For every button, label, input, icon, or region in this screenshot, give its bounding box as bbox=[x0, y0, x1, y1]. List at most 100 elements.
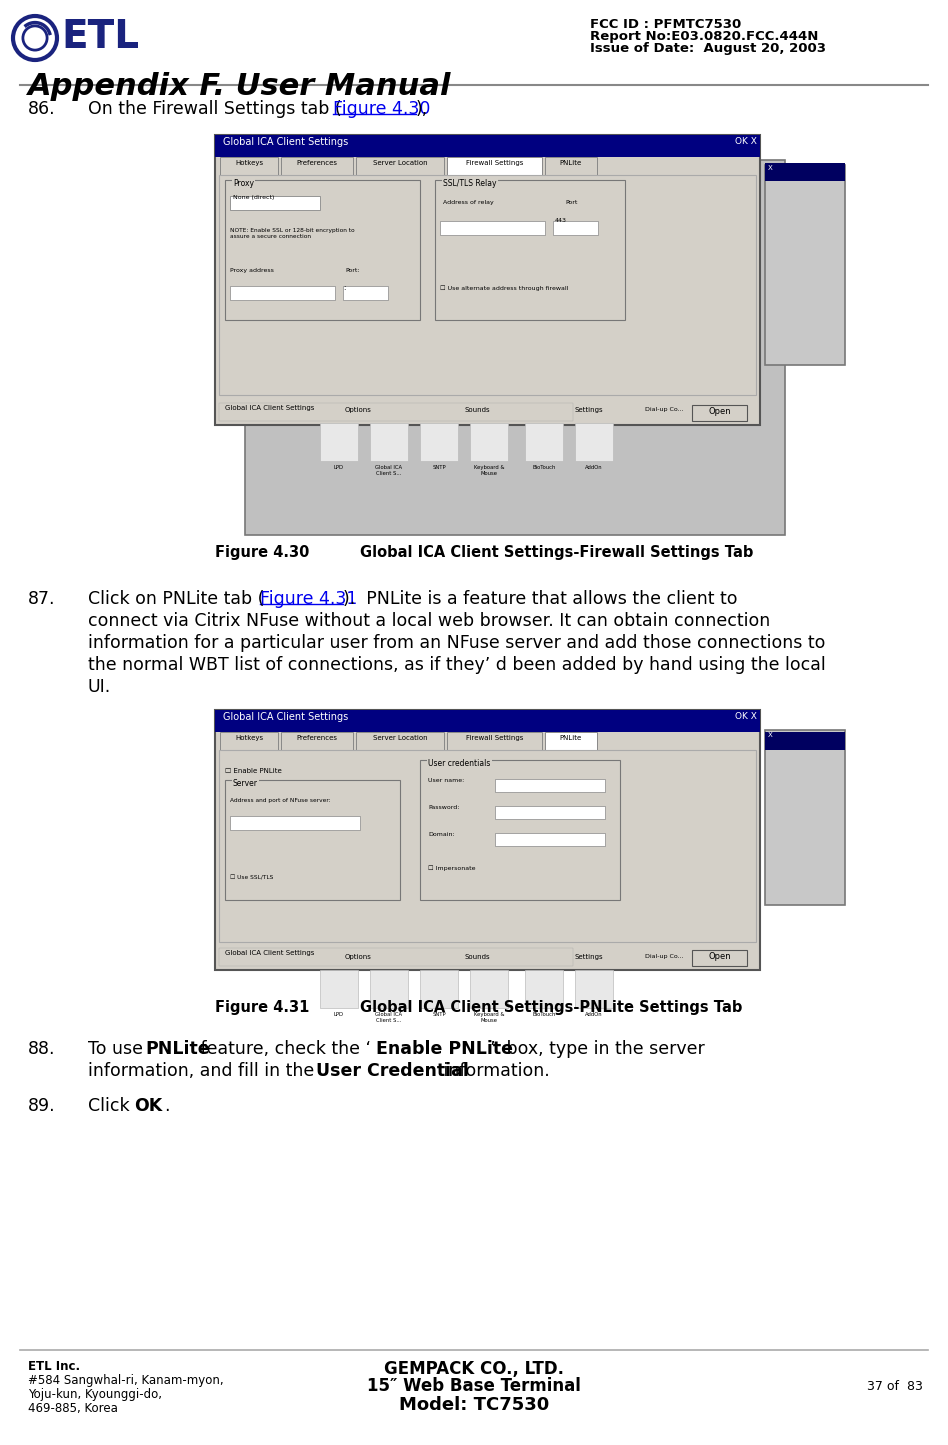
FancyBboxPatch shape bbox=[765, 733, 845, 750]
Text: ☐ Use SSL/TLS: ☐ Use SSL/TLS bbox=[230, 876, 273, 880]
Text: Figure 4.30: Figure 4.30 bbox=[333, 100, 430, 118]
Text: LPD: LPD bbox=[334, 1011, 344, 1017]
FancyBboxPatch shape bbox=[230, 197, 320, 210]
Text: Global ICA
Client S...: Global ICA Client S... bbox=[375, 465, 403, 475]
Text: SSL/TLS Relay: SSL/TLS Relay bbox=[443, 179, 497, 188]
Text: Model: TC7530: Model: TC7530 bbox=[399, 1396, 549, 1415]
Text: Global ICA Client Settings-PNLite Settings Tab: Global ICA Client Settings-PNLite Settin… bbox=[360, 1000, 742, 1014]
Text: ETL: ETL bbox=[61, 17, 139, 56]
FancyBboxPatch shape bbox=[495, 779, 605, 792]
Text: Click: Click bbox=[88, 1097, 136, 1116]
Text: On the Firewall Settings tab (: On the Firewall Settings tab ( bbox=[88, 100, 341, 118]
Text: ☐ Impersonate: ☐ Impersonate bbox=[428, 866, 476, 870]
FancyBboxPatch shape bbox=[370, 970, 408, 1009]
FancyBboxPatch shape bbox=[495, 832, 605, 845]
FancyBboxPatch shape bbox=[215, 709, 760, 970]
Text: LPD: LPD bbox=[334, 465, 344, 470]
Text: Options: Options bbox=[345, 407, 372, 413]
Text: UI.: UI. bbox=[88, 678, 111, 696]
Text: Settings: Settings bbox=[575, 954, 604, 959]
Text: AddOn: AddOn bbox=[585, 1011, 603, 1017]
Text: None (direct): None (direct) bbox=[233, 195, 274, 199]
FancyBboxPatch shape bbox=[215, 134, 760, 158]
Text: information, and fill in the: information, and fill in the bbox=[88, 1062, 319, 1079]
Text: Report No:E03.0820.FCC.444N: Report No:E03.0820.FCC.444N bbox=[590, 30, 818, 43]
Text: Domain:: Domain: bbox=[428, 832, 455, 837]
Text: Hotkeys: Hotkeys bbox=[235, 736, 263, 741]
FancyBboxPatch shape bbox=[245, 160, 785, 535]
Text: NOTE: Enable SSL or 128-bit encryption to
assure a secure connection: NOTE: Enable SSL or 128-bit encryption t… bbox=[230, 228, 355, 238]
FancyBboxPatch shape bbox=[320, 970, 358, 1009]
Text: Sounds: Sounds bbox=[465, 407, 491, 413]
FancyBboxPatch shape bbox=[765, 730, 845, 905]
FancyBboxPatch shape bbox=[370, 423, 408, 461]
Text: Click on PNLite tab (: Click on PNLite tab ( bbox=[88, 590, 264, 608]
Text: Proxy address: Proxy address bbox=[230, 267, 274, 273]
Text: SNTP: SNTP bbox=[432, 465, 446, 470]
Text: Figure 4.31: Figure 4.31 bbox=[215, 1000, 309, 1014]
FancyBboxPatch shape bbox=[495, 806, 605, 819]
FancyBboxPatch shape bbox=[575, 970, 613, 1009]
Text: 469-885, Korea: 469-885, Korea bbox=[28, 1402, 118, 1415]
Text: Port:: Port: bbox=[345, 267, 359, 273]
Text: :: : bbox=[343, 285, 345, 290]
Text: Keyboard &
Mouse: Keyboard & Mouse bbox=[474, 1011, 504, 1023]
Text: 86.: 86. bbox=[28, 100, 56, 118]
Text: BioTouch: BioTouch bbox=[533, 465, 556, 470]
Text: OK X: OK X bbox=[735, 712, 757, 721]
Text: ’  box, type in the server: ’ box, type in the server bbox=[490, 1040, 704, 1058]
Text: Address of relay: Address of relay bbox=[443, 199, 494, 205]
Text: OK X: OK X bbox=[735, 137, 757, 146]
FancyBboxPatch shape bbox=[765, 163, 845, 181]
Text: ),: ), bbox=[416, 100, 428, 118]
FancyBboxPatch shape bbox=[356, 733, 444, 750]
FancyBboxPatch shape bbox=[525, 970, 563, 1009]
FancyBboxPatch shape bbox=[575, 423, 613, 461]
FancyBboxPatch shape bbox=[219, 750, 756, 942]
Text: 87.: 87. bbox=[28, 590, 56, 608]
Text: To use: To use bbox=[88, 1040, 149, 1058]
Text: X: X bbox=[768, 733, 773, 738]
Text: Server: Server bbox=[233, 779, 258, 788]
FancyBboxPatch shape bbox=[220, 158, 278, 175]
Text: Keyboard &
Mouse: Keyboard & Mouse bbox=[474, 465, 504, 475]
FancyBboxPatch shape bbox=[320, 423, 358, 461]
Text: .: . bbox=[164, 1097, 170, 1116]
FancyBboxPatch shape bbox=[525, 423, 563, 461]
Text: Firewall Settings: Firewall Settings bbox=[465, 736, 523, 741]
Text: User credentials: User credentials bbox=[428, 759, 490, 767]
FancyBboxPatch shape bbox=[356, 158, 444, 175]
FancyBboxPatch shape bbox=[219, 403, 574, 420]
Text: information.: information. bbox=[438, 1062, 550, 1079]
Text: Global ICA Client Settings: Global ICA Client Settings bbox=[223, 712, 348, 722]
Text: Preferences: Preferences bbox=[297, 736, 337, 741]
Text: Global ICA
Client S...: Global ICA Client S... bbox=[375, 1011, 403, 1023]
Text: 37 of  83: 37 of 83 bbox=[867, 1380, 923, 1393]
Text: Password:: Password: bbox=[428, 805, 460, 811]
Text: Issue of Date:  August 20, 2003: Issue of Date: August 20, 2003 bbox=[590, 42, 826, 55]
Text: Dial-up Co...: Dial-up Co... bbox=[645, 407, 684, 412]
Text: Figure 4.30: Figure 4.30 bbox=[215, 545, 309, 561]
Text: 88.: 88. bbox=[28, 1040, 56, 1058]
Text: Server Location: Server Location bbox=[373, 160, 428, 166]
Text: #584 Sangwhal-ri, Kanam-myon,: #584 Sangwhal-ri, Kanam-myon, bbox=[28, 1374, 224, 1387]
Text: X: X bbox=[768, 165, 773, 171]
Text: Global ICA Client Settings: Global ICA Client Settings bbox=[225, 949, 315, 957]
FancyBboxPatch shape bbox=[215, 134, 760, 425]
Text: feature, check the ‘: feature, check the ‘ bbox=[195, 1040, 376, 1058]
FancyBboxPatch shape bbox=[545, 733, 597, 750]
FancyBboxPatch shape bbox=[765, 165, 845, 366]
Text: Port: Port bbox=[565, 199, 577, 205]
FancyBboxPatch shape bbox=[225, 780, 400, 900]
Text: Options: Options bbox=[345, 954, 372, 959]
Text: Sounds: Sounds bbox=[465, 954, 491, 959]
Text: PNLite: PNLite bbox=[560, 160, 582, 166]
Text: ETL Inc.: ETL Inc. bbox=[28, 1360, 81, 1373]
Text: User name:: User name: bbox=[428, 777, 465, 783]
Text: ☐ Use alternate address through firewall: ☐ Use alternate address through firewall bbox=[440, 285, 569, 290]
FancyBboxPatch shape bbox=[219, 175, 756, 394]
Text: information for a particular user from an NFuse server and add those connections: information for a particular user from a… bbox=[88, 634, 826, 652]
Text: Enable PNLite: Enable PNLite bbox=[376, 1040, 513, 1058]
FancyBboxPatch shape bbox=[220, 733, 278, 750]
Text: Hotkeys: Hotkeys bbox=[235, 160, 263, 166]
